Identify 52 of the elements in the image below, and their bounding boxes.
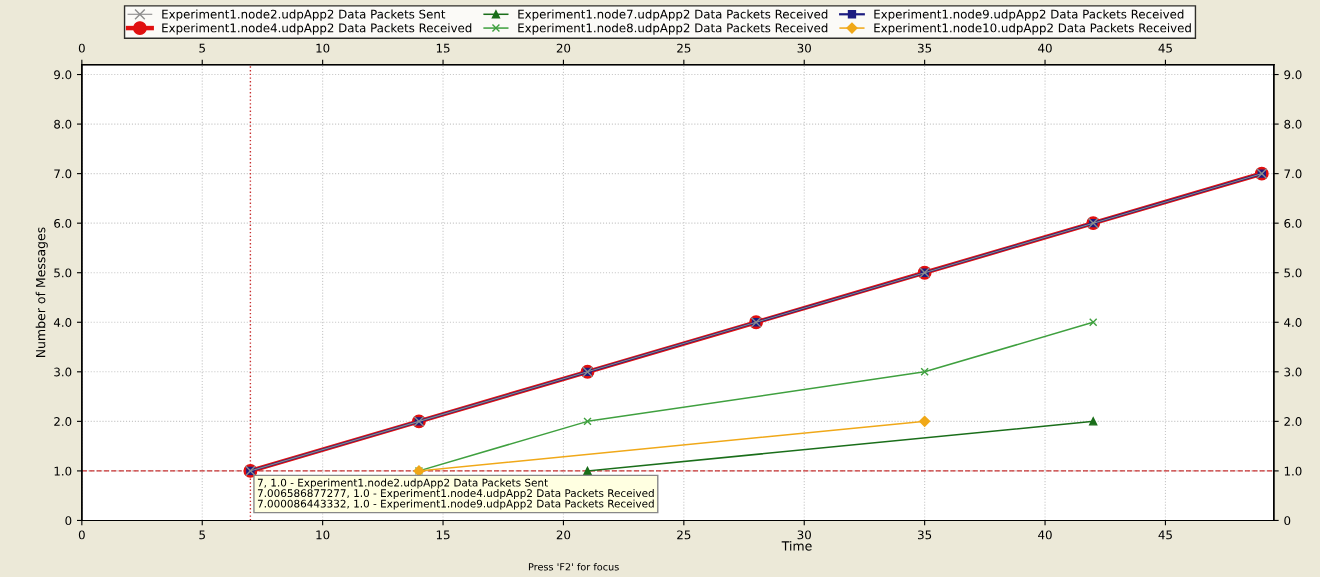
legend-label: Experiment1.node4.udpApp2 Data Packets Received xyxy=(162,23,472,35)
x2-tick-label: 45 xyxy=(1158,43,1172,53)
x-tick-label: 40 xyxy=(1038,530,1052,540)
x-tick-label: 5 xyxy=(199,530,205,540)
y2-tick-label: 5.0 xyxy=(1284,268,1302,278)
x2-tick-label: 20 xyxy=(556,43,571,53)
y2-tick-label: 3.0 xyxy=(1284,367,1302,377)
x-tick-label: 35 xyxy=(918,530,932,540)
x-tick-label: 20 xyxy=(556,530,571,540)
legend-label: Experiment1.node10.udpApp2 Data Packets Received xyxy=(874,23,1191,35)
y-tick-label: 6.0 xyxy=(54,218,72,228)
x-tick-label: 0 xyxy=(78,530,85,540)
x2-tick-label: 25 xyxy=(677,43,691,53)
y2-tick-label: 1.0 xyxy=(1284,466,1302,476)
y2-tick-label: 0 xyxy=(1284,516,1291,526)
annotation: 7.006586877277, 1.0 - Experiment1.node4.udpApp2 Data Packets Received xyxy=(257,488,654,500)
y-tick-label: 7.0 xyxy=(54,169,72,179)
y-tick-label: 0 xyxy=(65,516,72,526)
y2-tick-label: 9.0 xyxy=(1284,70,1302,80)
text: Press 'F2' for focus xyxy=(528,562,619,571)
annotation: 7, 1.0 - Experiment1.node2.udpApp2 Data Packets Sent xyxy=(257,478,548,489)
annotation: 7.000086443332, 1.0 - Experiment1.node9.udpApp2 Data Packets Received xyxy=(257,499,654,510)
x2-tick-label: 30 xyxy=(797,43,811,53)
y-tick-label: 5.0 xyxy=(54,268,72,278)
legend-label: Experiment1.node8.udpApp2 Data Packets Received xyxy=(518,23,828,35)
y-tick-label: 8.0 xyxy=(54,119,72,129)
x2-tick-label: 0 xyxy=(78,43,85,53)
y-axis-title: Number of Messages xyxy=(35,227,48,358)
x-axis-title: Time xyxy=(781,540,812,551)
x2-tick-label: 40 xyxy=(1038,43,1052,53)
y-tick-label: 2.0 xyxy=(54,417,72,427)
legend-label: Experiment1.node7.udpApp2 Data Packets Received xyxy=(518,9,828,21)
y2-tick-label: 4.0 xyxy=(1284,317,1302,327)
legend-label: Experiment1.node9.udpApp2 Data Packets Received xyxy=(874,9,1184,21)
y2-tick-label: 7.0 xyxy=(1284,169,1302,179)
x-tick-label: 30 xyxy=(797,530,811,540)
y-tick-label: 4.0 xyxy=(53,317,72,327)
y-tick-label: 9.0 xyxy=(54,70,72,80)
x-tick-label: 25 xyxy=(677,530,691,540)
y2-tick-label: 2.0 xyxy=(1284,417,1302,427)
x2-tick-label: 15 xyxy=(436,43,450,53)
y-tick-label: 1.0 xyxy=(54,466,72,476)
x2-tick-label: 10 xyxy=(316,43,330,53)
y-tick-label: 3.0 xyxy=(54,367,72,377)
x-tick-label: 10 xyxy=(316,530,330,540)
x2-tick-label: 5 xyxy=(199,43,205,53)
x2-tick-label: 35 xyxy=(918,43,932,53)
x-tick-label: 45 xyxy=(1158,530,1172,540)
y2-tick-label: 8.0 xyxy=(1284,119,1302,129)
legend-label: Experiment1.node2.udpApp2 Data Packets Sent xyxy=(162,9,446,21)
y2-tick-label: 6.0 xyxy=(1284,218,1302,228)
x-tick-label: 15 xyxy=(436,530,450,540)
